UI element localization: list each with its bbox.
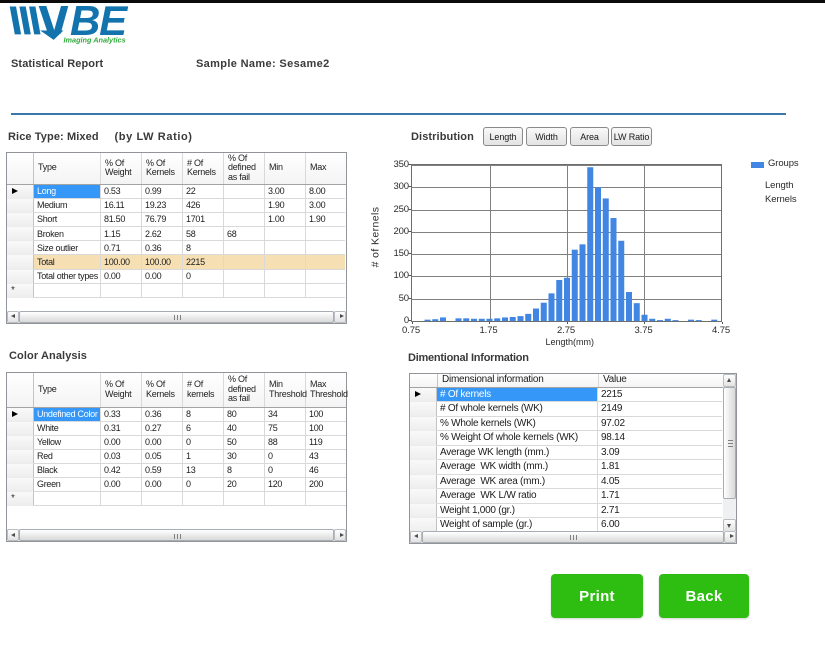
svg-text:BE: BE — [70, 0, 129, 44]
svg-text:Imaging Analytics: Imaging Analytics — [64, 35, 126, 44]
